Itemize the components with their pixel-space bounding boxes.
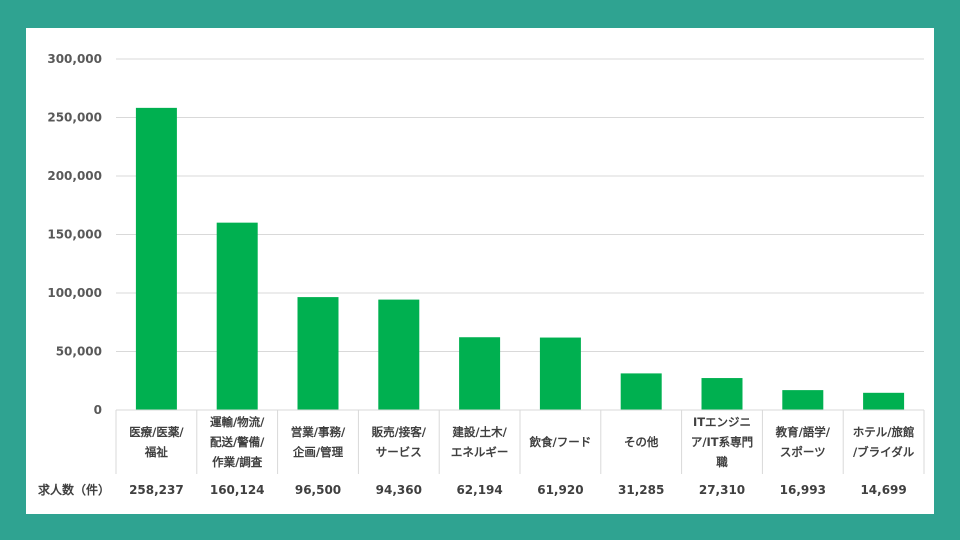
bar: [135, 107, 177, 411]
data-label: 96,500: [295, 483, 341, 497]
bar: [863, 392, 905, 410]
bar: [297, 297, 339, 410]
bar-chart: 0 50,000 100,000 150,000 200,000 250,000 300,0…: [38, 52, 925, 497]
data-label: 62,194: [456, 483, 502, 497]
x-tick-label: ITエンジニア/IT系専門職: [691, 415, 753, 469]
data-label: 31,285: [618, 483, 664, 497]
y-tick-label: 150,000: [47, 228, 102, 242]
x-tick-label: 運輸/物流/配送/警備/作業/調査: [210, 415, 265, 469]
table-row-label: 求人数（件）: [38, 482, 110, 497]
data-label: 27,310: [699, 483, 745, 497]
bar: [539, 337, 581, 410]
data-label: 94,360: [376, 483, 422, 497]
x-tick-label: 販売/接客/サービス: [372, 425, 427, 459]
bar: [782, 390, 824, 410]
y-tick-label: 300,000: [47, 52, 102, 66]
y-tick-label: 50,000: [56, 345, 102, 359]
y-tick-label: 100,000: [47, 286, 102, 300]
x-tick-label: 営業/事務/企画/管理: [291, 425, 346, 459]
x-tick-label: 建設/土木/エネルギー: [451, 425, 509, 459]
bar: [459, 337, 501, 410]
data-label: 160,124: [210, 483, 265, 497]
data-label: 61,920: [537, 483, 583, 497]
data-label: 258,237: [129, 483, 184, 497]
x-tick-label: その他: [624, 435, 659, 449]
bar: [216, 222, 258, 410]
chart-card: 0 50,000 100,000 150,000 200,000 250,000 300,0…: [26, 28, 934, 514]
x-tick-label: 飲食/フード: [529, 435, 592, 449]
y-tick-label: 0: [94, 403, 102, 417]
x-tick-label: 教育/語学/スポーツ: [775, 425, 831, 459]
bar: [701, 378, 743, 410]
y-tick-label: 200,000: [47, 169, 102, 183]
x-tick-label: 医療/医薬/福祉: [129, 425, 184, 459]
data-label: 16,993: [780, 483, 826, 497]
y-tick-label: 250,000: [47, 111, 102, 125]
x-tick-label: ホテル/旅館/ブライダル: [853, 425, 915, 459]
bar: [620, 373, 662, 410]
data-label: 14,699: [860, 483, 906, 497]
bar: [378, 299, 420, 410]
